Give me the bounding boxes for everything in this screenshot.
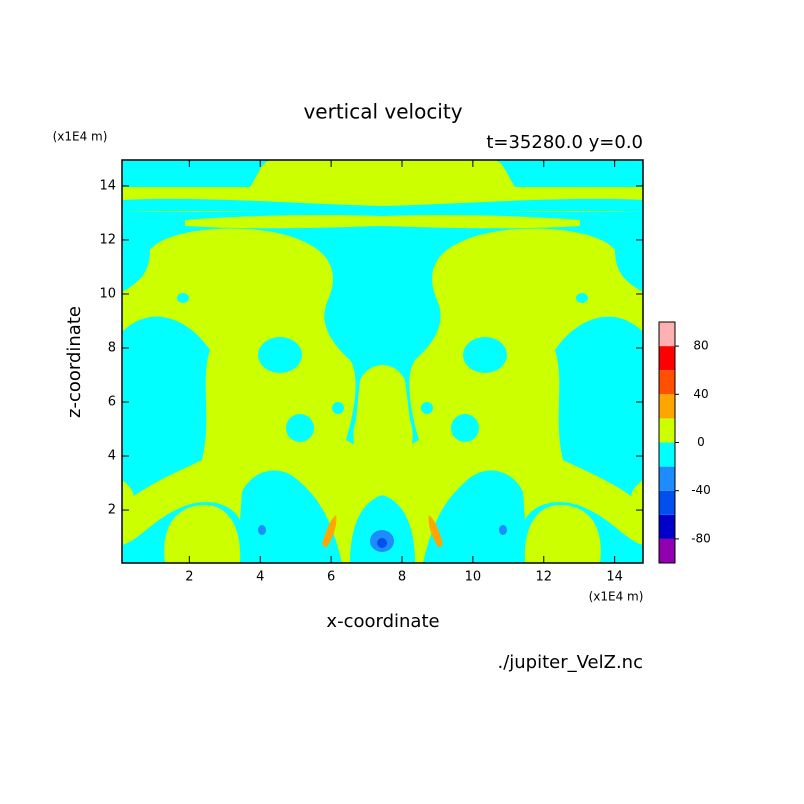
colorbar-tick-label: -80 <box>691 531 711 545</box>
x-tick-label: 14 <box>606 570 623 585</box>
colorbar-tick-label: 80 <box>693 339 708 353</box>
x-tick-label: 8 <box>398 570 406 585</box>
colorbar-tick-label: 40 <box>693 387 708 401</box>
colorbar-tick-label: 0 <box>697 435 705 449</box>
colorbar-segment <box>659 370 675 395</box>
y-tick-label: 12 <box>99 232 116 247</box>
contour-region <box>377 538 387 548</box>
y-tick-label: 8 <box>108 340 116 355</box>
x-tick-label: 10 <box>465 570 482 585</box>
x-tick-label: 2 <box>185 570 193 585</box>
colorbar-segment <box>659 490 675 515</box>
y-unit: (x1E4 m) <box>53 130 108 144</box>
x-tick-label: 12 <box>535 570 552 585</box>
colorbar-tick-label: -40 <box>691 483 711 497</box>
colorbar-segment <box>659 466 675 491</box>
y-tick-label: 6 <box>108 395 116 410</box>
contour-field <box>122 160 643 563</box>
colorbar-segment <box>659 346 675 371</box>
y-tick-label: 2 <box>108 503 116 518</box>
subtitle: t=35280.0 y=0.0 <box>486 132 643 153</box>
colorbar-segment <box>659 418 675 443</box>
y-tick-label: 10 <box>99 286 116 301</box>
colorbar-segment <box>659 538 675 563</box>
source-file: ./jupiter_VelZ.nc <box>497 652 643 673</box>
y-axis-label: z-coordinate <box>64 306 85 418</box>
colorbar-segment <box>659 394 675 419</box>
x-unit: (x1E4 m) <box>589 590 644 604</box>
y-tick-label: 14 <box>99 178 116 193</box>
contour-region <box>353 365 413 470</box>
x-axis-label: x-coordinate <box>326 611 439 632</box>
colorbar-segment <box>659 514 675 539</box>
y-tick-label: 4 <box>108 449 116 464</box>
x-tick-label: 4 <box>256 570 264 585</box>
colorbar-segment <box>659 442 675 467</box>
x-tick-label: 6 <box>327 570 335 585</box>
chart-title: vertical velocity <box>303 100 462 124</box>
colorbar-segment <box>659 322 675 347</box>
plot-frame <box>121 159 644 564</box>
